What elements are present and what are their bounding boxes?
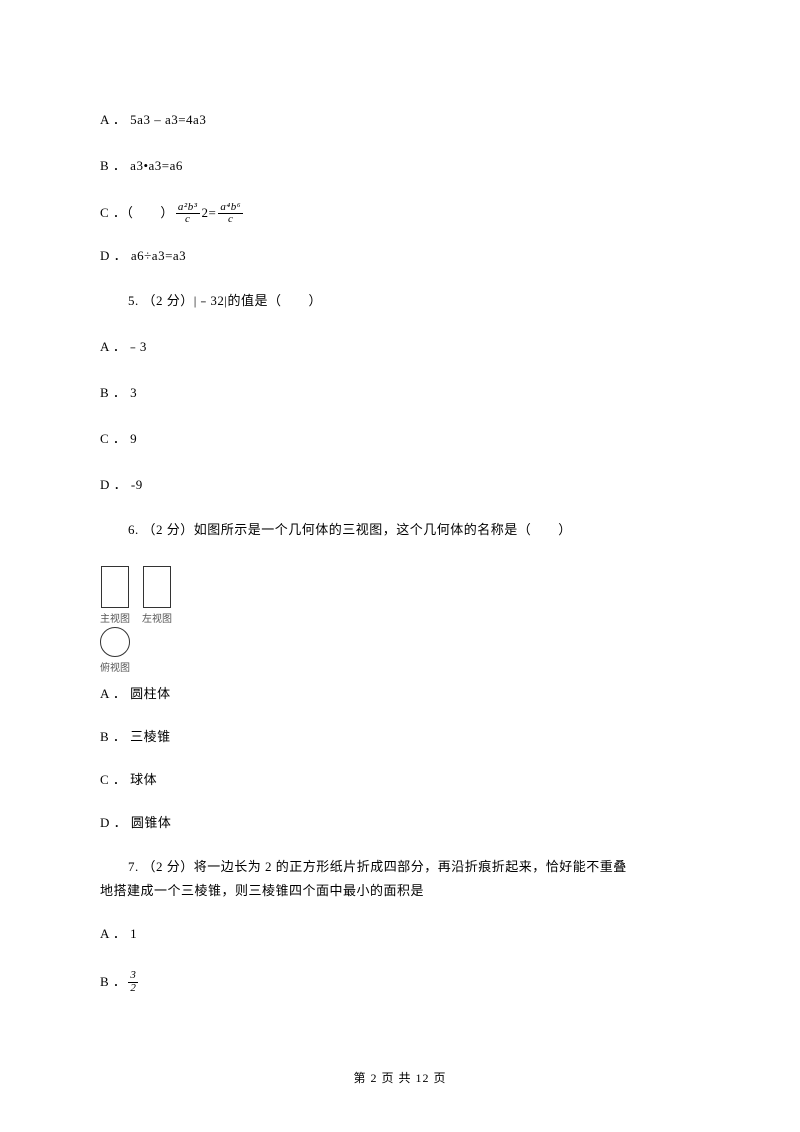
prev-option-c: C ．（ ） a²b³ c 2= a⁴b⁶ c <box>100 202 700 226</box>
front-view-box: 主视图 <box>100 566 130 625</box>
fraction-2-den: c <box>226 214 235 226</box>
front-view-label: 主视图 <box>100 610 130 625</box>
left-view-box: 左视图 <box>142 566 172 625</box>
q5-option-b: B ． 3 <box>100 383 700 404</box>
q7-option-b-prefix: B ． <box>100 972 126 993</box>
prev-option-d: D ． a6÷a3=a3 <box>100 246 700 267</box>
q7-option-a: A ． 1 <box>100 924 700 945</box>
q6-option-a: A ． 圆柱体 <box>100 684 700 705</box>
left-view-rect <box>143 566 171 608</box>
q5-stem: 5. （2 分）|﹣32|的值是（ ） <box>100 291 700 312</box>
page-footer: 第 2 页 共 12 页 <box>0 1069 800 1086</box>
left-view-label: 左视图 <box>142 610 172 625</box>
q7-stem-line2: 地搭建成一个三棱锥，则三棱锥四个面中最小的面积是 <box>100 883 424 898</box>
q7-stem: 7. （2 分）将一边长为 2 的正方形纸片折成四部分，再沿折痕折起来，恰好能不… <box>100 855 700 902</box>
q7-fraction: 3 2 <box>128 970 138 994</box>
q5-option-d: D ． -9 <box>100 475 700 496</box>
prev-option-a: A ． 5a3 – a3=4a3 <box>100 110 700 131</box>
fraction-1: a²b³ c <box>176 202 200 226</box>
q6-stem: 6. （2 分）如图所示是一个几何体的三视图，这个几何体的名称是（ ） <box>100 520 700 541</box>
q6-option-d: D ． 圆锥体 <box>100 813 700 834</box>
q7-option-b: B ． 3 2 <box>100 970 700 994</box>
option-c-prefix: C ．（ ） <box>100 203 174 224</box>
q6-option-c: C ． 球体 <box>100 770 700 791</box>
option-c-mid: 2= <box>202 203 217 224</box>
page-content: A ． 5a3 – a3=4a3 B ． a3•a3=a6 C ．（ ） a²b… <box>0 0 800 994</box>
q6-option-b: B ． 三棱锥 <box>100 727 700 748</box>
top-view-circle <box>100 627 130 657</box>
q5-option-a: A ．﹣3 <box>100 337 700 358</box>
q7-stem-line1: 7. （2 分）将一边长为 2 的正方形纸片折成四部分，再沿折痕折起来，恰好能不… <box>100 855 627 878</box>
prev-option-b: B ． a3•a3=a6 <box>100 156 700 177</box>
front-view-rect <box>101 566 129 608</box>
q5-option-c: C ． 9 <box>100 429 700 450</box>
fraction-1-den: c <box>183 214 192 226</box>
top-view-box: 俯视图 <box>100 627 130 674</box>
q7-fraction-num: 3 <box>128 970 138 983</box>
q7-fraction-den: 2 <box>128 983 138 995</box>
view-row-top: 主视图 左视图 <box>100 566 700 625</box>
top-view-label: 俯视图 <box>100 659 130 674</box>
three-views-diagram: 主视图 左视图 俯视图 <box>100 566 700 674</box>
fraction-2: a⁴b⁶ c <box>218 202 243 226</box>
view-row-bottom: 俯视图 <box>100 627 700 674</box>
